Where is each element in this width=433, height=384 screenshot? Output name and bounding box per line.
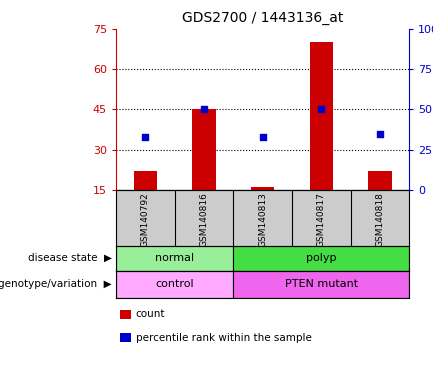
Text: disease state  ▶: disease state ▶	[28, 253, 112, 263]
Text: normal: normal	[155, 253, 194, 263]
Point	[376, 131, 383, 137]
Text: percentile rank within the sample: percentile rank within the sample	[136, 333, 311, 343]
Bar	[251, 187, 275, 190]
Bar	[368, 171, 391, 190]
Text: genotype/variation  ▶: genotype/variation ▶	[0, 279, 112, 289]
Bar	[134, 171, 157, 190]
Point	[142, 134, 149, 140]
Bar	[233, 246, 409, 271]
Text: GSM140816: GSM140816	[200, 192, 208, 247]
Text: PTEN mutant: PTEN mutant	[284, 279, 358, 289]
Text: GSM140817: GSM140817	[317, 192, 326, 247]
Text: count: count	[136, 310, 165, 319]
Bar	[310, 42, 333, 190]
Title: GDS2700 / 1443136_at: GDS2700 / 1443136_at	[182, 11, 343, 25]
Bar	[116, 271, 233, 298]
Point	[259, 134, 266, 140]
Text: GSM140813: GSM140813	[258, 192, 267, 247]
Point	[318, 106, 325, 113]
Text: control: control	[155, 279, 194, 289]
Bar	[192, 109, 216, 190]
Text: GSM140792: GSM140792	[141, 192, 150, 247]
Point	[200, 106, 207, 113]
Bar	[233, 271, 409, 298]
Bar	[116, 246, 233, 271]
Text: polyp: polyp	[306, 253, 336, 263]
Text: GSM140818: GSM140818	[375, 192, 385, 247]
